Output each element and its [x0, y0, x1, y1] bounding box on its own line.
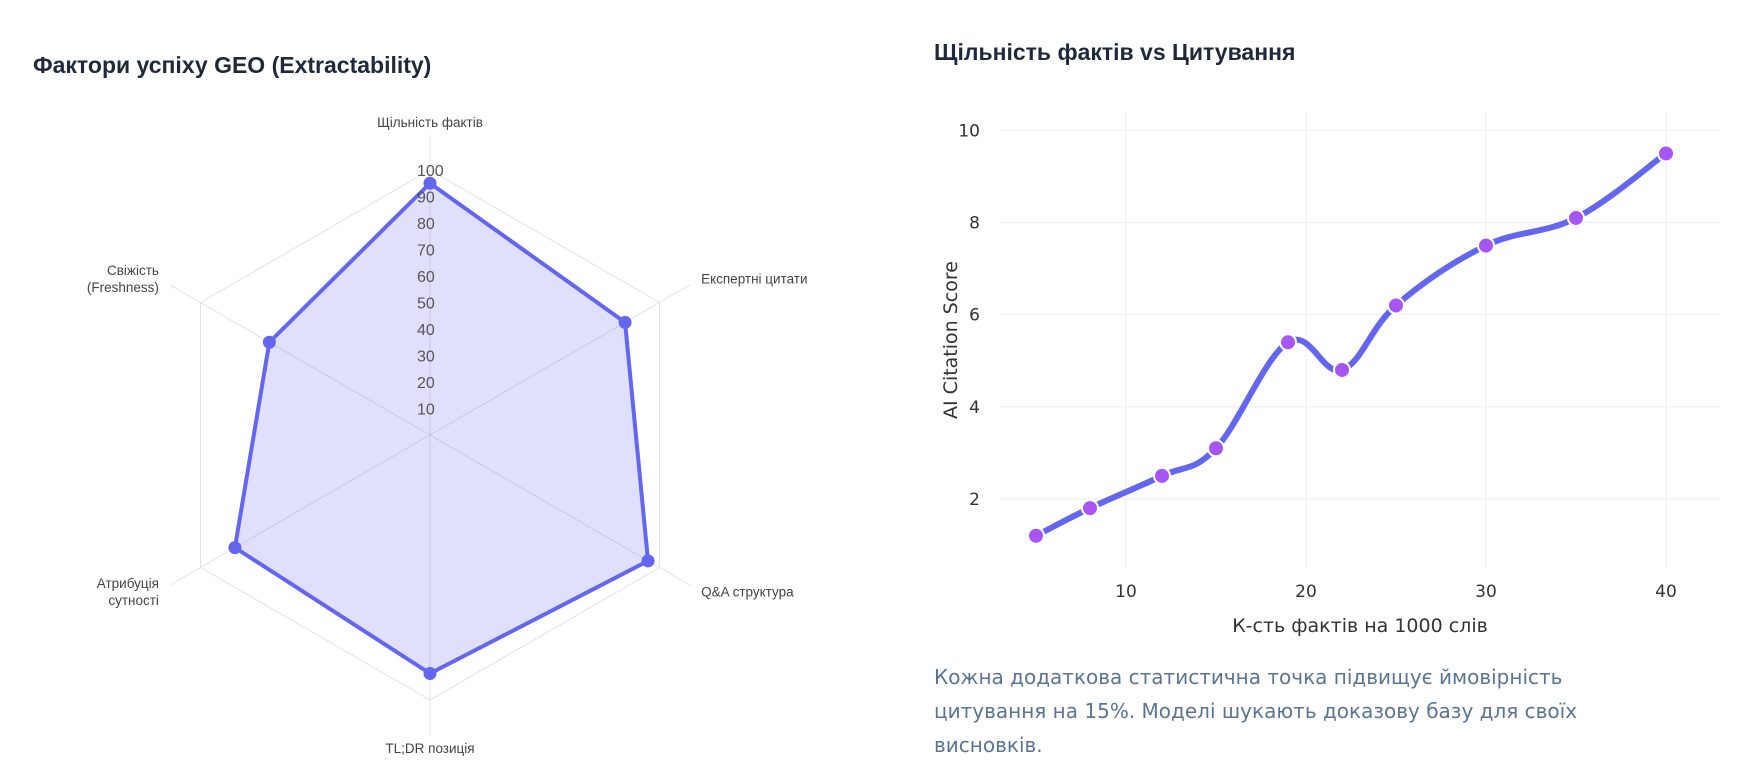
radar-axis-labels: Щільність фактів Експертні цитати Q&A стру… [87, 115, 808, 756]
radar-point [228, 541, 242, 555]
radar-point [618, 315, 632, 329]
line-point [1387, 296, 1405, 315]
radar-grid [169, 135, 691, 735]
y-tick-label: 4 [969, 398, 980, 418]
line-point [1153, 466, 1171, 485]
line-point [1027, 526, 1045, 545]
radar-point [262, 335, 276, 349]
x-tick-label: 40 [1655, 582, 1677, 602]
radar-tick-label: 100 [417, 163, 444, 180]
line-chart-title: Щільність фактів vs Цитування [934, 39, 1296, 65]
line-point [1333, 360, 1351, 379]
y-axis-title: AI Citation Score [940, 261, 962, 419]
radar-tick-label: 50 [417, 296, 435, 313]
y-tick-label: 2 [969, 490, 980, 510]
x-axis-title: К-сть фактів на 1000 слів [1232, 615, 1488, 637]
y-tick-label: 6 [969, 306, 980, 326]
line-point [1279, 333, 1297, 352]
x-tick-label: 20 [1295, 582, 1317, 602]
radar-chart-title: Фактори успіху GEO (Extractability) [33, 52, 432, 78]
line-point [1657, 144, 1675, 163]
x-tick-label: 30 [1475, 582, 1497, 602]
y-tick-label: 10 [958, 121, 980, 141]
line-point [1081, 499, 1099, 518]
radar-series [228, 176, 655, 680]
radar-tick-label: 80 [417, 216, 435, 233]
line-point [1567, 208, 1585, 227]
radar-spoke [429, 284, 691, 436]
radar-axis-label: Q&A структура [701, 585, 794, 600]
y-tick-label: 8 [969, 214, 980, 234]
radar-tick-label: 10 [417, 402, 435, 419]
line-series-path [1033, 150, 1669, 539]
x-tick-label: 10 [1115, 582, 1137, 602]
radar-chart: 10 20 30 40 50 60 70 80 90 100 Щільність фактів Ек… [87, 115, 808, 756]
line-point [1207, 439, 1225, 458]
radar-axis-label: TL;DR позиція [385, 741, 474, 756]
radar-tick-label: 40 [417, 322, 435, 339]
radar-point [423, 176, 437, 190]
radar-point [641, 554, 655, 568]
line-axes: 10 20 30 40 2 4 6 8 10 К-сть фактів на 1000 слів A… [940, 121, 1677, 637]
radar-tick-label: 70 [417, 243, 435, 260]
radar-tick-label: 90 [417, 190, 435, 207]
radar-tick-label: 30 [417, 349, 435, 366]
radar-tick-label: 60 [417, 269, 435, 286]
radar-axis-label: Щільність фактів [377, 115, 483, 130]
radar-axis-label: Експертні цитати [701, 272, 807, 287]
radar-spoke [169, 434, 431, 586]
radar-tick-label: 20 [417, 375, 435, 392]
line-series [1027, 144, 1675, 545]
line-point [1477, 236, 1495, 255]
chart-caption: Кожна додаткова статистична точка підвищ… [934, 665, 1578, 757]
radar-point [423, 667, 437, 680]
radar-axis-label: (Freshness) [87, 280, 159, 295]
radar-axis-label: Свіжість [107, 263, 159, 278]
radar-tick-labels: 10 20 30 40 50 60 70 80 90 100 [417, 163, 444, 419]
line-grid [1000, 112, 1720, 568]
radar-axis-label: Атрибуція [97, 576, 159, 591]
radar-axis-label: сутності [108, 593, 159, 608]
radar-spoke [169, 284, 431, 436]
